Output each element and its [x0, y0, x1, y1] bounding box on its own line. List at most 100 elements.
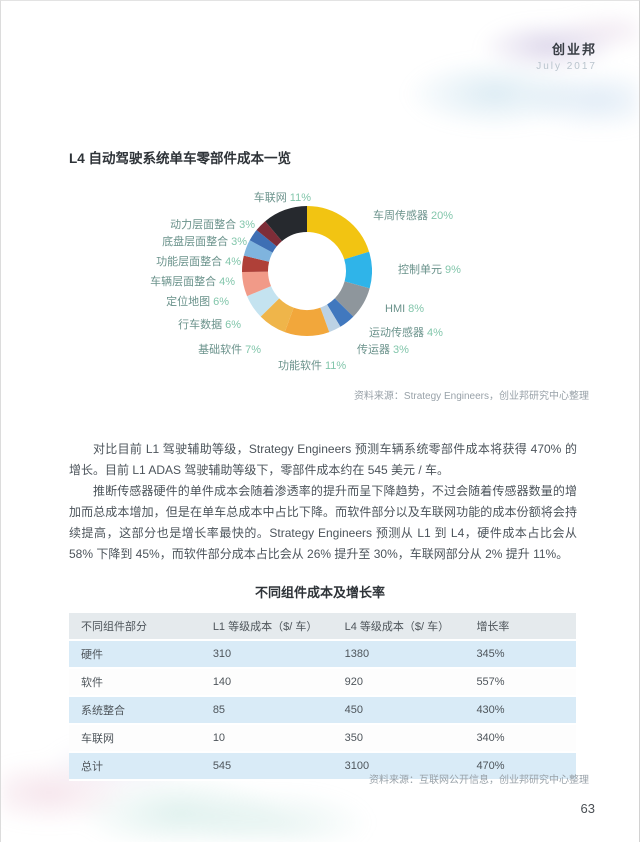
table-source: 资料来源：互联网公开信息，创业邦研究中心整理 — [369, 775, 589, 786]
donut-slice-4 — [320, 304, 341, 333]
pie-label-name: HMI — [385, 303, 406, 315]
table-row: 车联网 10 350 340% — [69, 724, 576, 753]
pie-label-pct: 4% — [427, 327, 443, 339]
table-header-cell: 增长率 — [464, 613, 576, 641]
table-cell: 470% — [464, 752, 576, 781]
table-row: 软件 140 920 557% — [69, 668, 576, 697]
table-cell: 345% — [464, 640, 576, 669]
chart-source: 资料来源：Strategy Engineers，创业邦研究中心整理 — [353, 391, 589, 402]
table-header-cell: L1 等级成本（$/ 车） — [200, 613, 333, 641]
table-row: 系统整合 85 450 430% — [69, 696, 576, 725]
donut-slice-10 — [243, 240, 273, 263]
table-cell: 85 — [200, 696, 333, 725]
table-cell: 车联网 — [69, 724, 201, 753]
pie-label-name: 定位地图 — [166, 296, 211, 308]
table-cell: 450 — [332, 696, 465, 725]
pie-label-name: 车周传感器 — [373, 210, 428, 222]
donut-slice-13 — [265, 206, 308, 242]
table-row: 硬件 310 1380 345% — [69, 640, 576, 669]
pie-label-pct: 6% — [225, 319, 241, 331]
chart-title: L4 自动驾驶系统单车零部件成本一览 — [69, 151, 292, 166]
pie-label-pct: 9% — [445, 264, 461, 276]
donut-slice-11 — [249, 230, 277, 253]
pie-label-name: 行车数据 — [178, 319, 223, 331]
table-cell: 920 — [332, 668, 465, 697]
pie-label-dipan: 底盘层面整合 3% — [162, 233, 247, 249]
pie-label-pct: 3% — [239, 219, 255, 231]
table-cell: 总计 — [69, 752, 201, 781]
pie-label-pct: 3% — [231, 236, 247, 248]
pie-label-name: 车联网 — [253, 192, 287, 204]
pie-label-name: 功能软件 — [278, 360, 322, 372]
table-cell: 545 — [200, 752, 333, 781]
donut-slice-0 — [306, 206, 370, 261]
pie-label-kongzhi: 控制单元 9% — [398, 261, 461, 277]
paragraph: 推断传感器硬件的单件成本会随着渗透率的提升而呈下降趋势，不过会随着传感器数量的增… — [69, 484, 577, 561]
pie-label-name: 控制单元 — [398, 264, 442, 276]
page-number: 63 — [580, 801, 595, 816]
pie-label-jichu: 基础软件 7% — [198, 341, 261, 357]
pie-label-pct: 11% — [289, 192, 311, 204]
pie-label-name: 车辆层面整合 — [150, 276, 217, 288]
table-title: 不同组件成本及增长率 — [254, 585, 385, 600]
donut-slice-2 — [334, 280, 370, 317]
table-cell: 310 — [200, 640, 333, 669]
issue-date: July 2017 — [536, 61, 597, 72]
decorative-swirl-top-right — [339, 1, 639, 151]
pie-label-pct: 7% — [245, 344, 261, 356]
pie-label-pct: 20% — [431, 210, 454, 222]
table-cell: 430% — [464, 696, 576, 725]
pie-label-dingwei: 定位地图 6% — [166, 293, 229, 309]
donut-slice-8 — [242, 271, 272, 297]
donut-slice-9 — [242, 255, 270, 273]
donut-slice-1 — [344, 251, 372, 289]
paragraph: 对比目前 L1 驾驶辅助等级，Strategy Engineers 预测车辆系统… — [69, 442, 577, 477]
pie-label-name: 功能层面整合 — [156, 256, 223, 268]
table-header-row: 不同组件部分 L1 等级成本（$/ 车） L4 等级成本（$/ 车） 增长率 — [69, 613, 576, 641]
table-cell: 1380 — [332, 640, 465, 669]
table-cell: 硬件 — [69, 640, 201, 669]
pie-label-gongneng-ruanjian: 功能软件 11% — [278, 357, 346, 373]
pie-label-hmi: HMI 8% — [385, 303, 424, 315]
pie-label-chezhou: 车周传感器 20% — [373, 207, 453, 223]
pie-label-chelianwang: 车联网 11% — [254, 189, 311, 205]
pie-label-name: 动力层面整合 — [170, 219, 237, 231]
donut-slice-5 — [284, 307, 330, 336]
pie-label-name: 底盘层面整合 — [162, 236, 229, 248]
table-cell: 340% — [464, 724, 576, 753]
table-row: 总计 545 3100 470% — [69, 752, 576, 781]
donut-slice-12 — [256, 221, 283, 247]
pie-label-pct: 4% — [219, 276, 235, 288]
pie-label-gongneng-ceng: 功能层面整合 4% — [156, 253, 241, 269]
table-cell: 系统整合 — [69, 696, 201, 725]
pie-label-name: 基础软件 — [198, 344, 243, 356]
donut-chart — [242, 206, 372, 336]
pie-label-name: 传运器 — [357, 344, 390, 356]
pie-label-pct: 8% — [408, 303, 425, 315]
body-text: 对比目前 L1 驾驶辅助等级，Strategy Engineers 预测车辆系统… — [69, 439, 577, 565]
pie-label-pct: 4% — [225, 256, 241, 268]
donut-slice-7 — [247, 285, 280, 317]
brand-logo: 创业邦 — [551, 42, 597, 57]
pie-label-yundong: 运动传感器 4% — [369, 324, 443, 340]
pie-label-pct: 11% — [325, 360, 347, 372]
cost-growth-table: 不同组件部分 L1 等级成本（$/ 车） L4 等级成本（$/ 车） 增长率 硬件 31… — [69, 613, 576, 781]
table-cell: 557% — [464, 668, 576, 697]
table-cell: 350 — [332, 724, 465, 753]
table-cell: 140 — [200, 668, 333, 697]
donut-slice-6 — [260, 297, 295, 333]
table-cell: 10 — [200, 724, 333, 753]
donut-slice-3 — [326, 298, 354, 327]
pie-label-dongli: 动力层面整合 3% — [170, 216, 255, 232]
pie-label-cheliang-ceng: 车辆层面整合 4% — [150, 273, 235, 289]
table-cell: 3100 — [332, 752, 465, 781]
pie-label-name: 运动传感器 — [369, 327, 424, 339]
pie-label-xingche: 行车数据 6% — [178, 316, 241, 332]
table-header-cell: 不同组件部分 — [69, 613, 201, 641]
table-cell: 软件 — [69, 668, 201, 697]
pie-label-pct: 3% — [393, 344, 409, 356]
pie-label-chuanyunqi: 传运器 3% — [357, 341, 409, 357]
pie-label-pct: 6% — [213, 296, 229, 308]
table-header-cell: L4 等级成本（$/ 车） — [332, 613, 465, 641]
